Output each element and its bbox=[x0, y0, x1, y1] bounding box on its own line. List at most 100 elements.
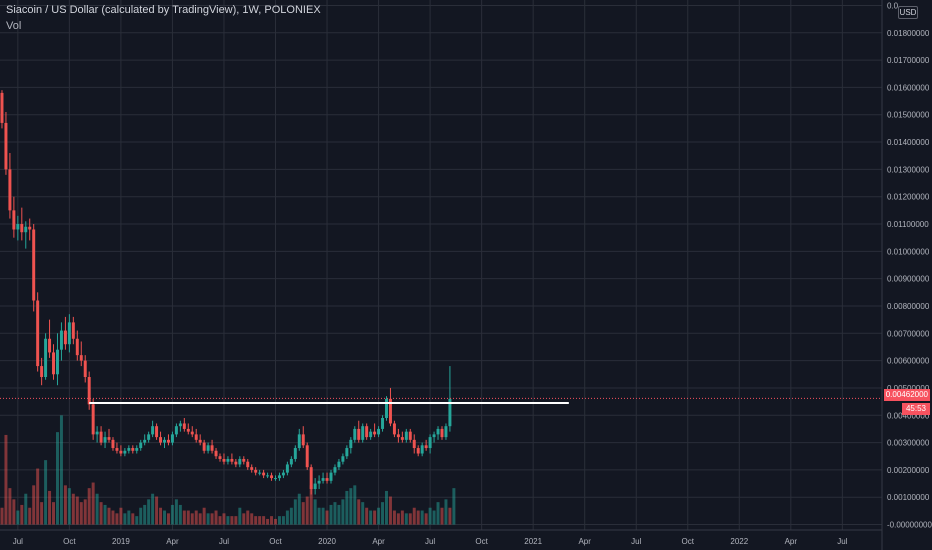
candle-body bbox=[131, 448, 135, 451]
candle-body bbox=[83, 360, 87, 378]
candle-body bbox=[234, 461, 238, 465]
candle-body bbox=[91, 404, 95, 435]
volume-bar bbox=[357, 499, 361, 525]
volume-bar bbox=[341, 499, 345, 525]
candle-body bbox=[329, 472, 333, 481]
candle-body bbox=[143, 439, 147, 443]
y-tick-label: 0.01200000 bbox=[887, 193, 930, 202]
candle-body bbox=[28, 226, 32, 230]
volume-bar bbox=[432, 510, 436, 525]
candle-body bbox=[361, 426, 365, 440]
volume-bar bbox=[166, 513, 170, 525]
volume-bar bbox=[305, 496, 309, 525]
volume-bar bbox=[226, 516, 230, 525]
volume-bar bbox=[79, 502, 83, 525]
candle-body bbox=[214, 450, 218, 457]
candle-body bbox=[75, 338, 79, 356]
volume-bar bbox=[262, 516, 266, 525]
volume-bar bbox=[174, 499, 178, 525]
x-tick-label: Apr bbox=[166, 537, 179, 546]
candle-body bbox=[258, 472, 262, 474]
candle-body bbox=[36, 300, 40, 367]
candle-body bbox=[373, 431, 377, 435]
y-tick-label: 0.00200000 bbox=[887, 466, 930, 475]
volume-bar bbox=[24, 493, 28, 525]
y-tick-label: 0.00900000 bbox=[887, 275, 930, 284]
currency-badge[interactable]: USD bbox=[898, 6, 918, 19]
volume-bar bbox=[95, 493, 99, 525]
volume-bar bbox=[87, 488, 91, 525]
candle-body bbox=[289, 458, 293, 465]
volume-bar bbox=[424, 513, 428, 525]
x-tick-label: 2022 bbox=[730, 537, 748, 546]
volume-bar bbox=[242, 513, 246, 525]
candle-body bbox=[202, 442, 206, 451]
volume-bar bbox=[210, 513, 214, 525]
volume-bar bbox=[218, 516, 222, 525]
candle-body bbox=[262, 472, 266, 476]
volume-bar bbox=[452, 488, 456, 525]
candle-body bbox=[357, 428, 361, 440]
volume-bar bbox=[297, 493, 301, 525]
candle-body bbox=[206, 445, 210, 451]
candle-body bbox=[242, 458, 246, 462]
candle-body bbox=[155, 426, 159, 438]
candle-body bbox=[48, 338, 52, 353]
volume-bar bbox=[428, 507, 432, 525]
candle-body bbox=[353, 428, 357, 440]
candle-body bbox=[305, 445, 309, 468]
candle-body bbox=[277, 475, 281, 479]
y-tick-label: 0.00400000 bbox=[887, 411, 930, 420]
candle-body bbox=[325, 478, 329, 481]
volume-bar bbox=[353, 485, 357, 525]
volume-bar bbox=[28, 507, 32, 525]
volume-bar bbox=[321, 507, 325, 525]
x-tick-label: 2019 bbox=[112, 537, 130, 546]
candle-body bbox=[293, 448, 297, 459]
candle-body bbox=[250, 467, 254, 470]
candle-body bbox=[270, 475, 274, 479]
volume-bar bbox=[365, 507, 369, 525]
volume-bar bbox=[392, 510, 396, 525]
candle-body bbox=[44, 338, 48, 378]
volume-bar bbox=[361, 502, 365, 525]
candle-body bbox=[55, 349, 59, 375]
candle-body bbox=[408, 431, 412, 440]
candle-body bbox=[182, 423, 186, 429]
candle-body bbox=[170, 434, 174, 443]
chart-title: Siacoin / US Dollar (calculated by Tradi… bbox=[6, 4, 321, 16]
volume-bar bbox=[182, 510, 186, 525]
volume-bar bbox=[71, 493, 75, 525]
candle-body bbox=[424, 445, 428, 449]
candle-body bbox=[71, 322, 75, 339]
volume-bar bbox=[281, 516, 285, 525]
volume-bar bbox=[151, 493, 155, 525]
volume-bar bbox=[202, 507, 206, 525]
y-tick-label: 0.01800000 bbox=[887, 29, 930, 38]
volume-bar bbox=[301, 502, 305, 525]
candle-body bbox=[0, 92, 4, 123]
volume-bar bbox=[83, 499, 87, 525]
volume-bar bbox=[270, 516, 274, 525]
volume-bar bbox=[313, 499, 317, 525]
candle-body bbox=[151, 426, 155, 435]
candle-body bbox=[159, 437, 163, 443]
candle-body bbox=[32, 229, 36, 301]
candle-body bbox=[103, 437, 107, 443]
x-tick-label: Oct bbox=[63, 537, 76, 546]
volume-bar bbox=[444, 499, 448, 525]
volume-bar bbox=[214, 510, 218, 525]
last-price-tag: 0.00462000 bbox=[884, 389, 930, 401]
candle-body bbox=[147, 434, 151, 440]
candle-body bbox=[313, 483, 317, 490]
volume-bar bbox=[230, 516, 234, 525]
candle-body bbox=[174, 426, 178, 435]
candle-body bbox=[24, 226, 28, 233]
volume-bar bbox=[440, 507, 444, 525]
candle-body bbox=[67, 322, 71, 345]
volume-bar bbox=[293, 499, 297, 525]
volume-bar bbox=[63, 485, 67, 525]
volume-bar bbox=[258, 516, 262, 525]
volume-bar bbox=[75, 496, 79, 525]
